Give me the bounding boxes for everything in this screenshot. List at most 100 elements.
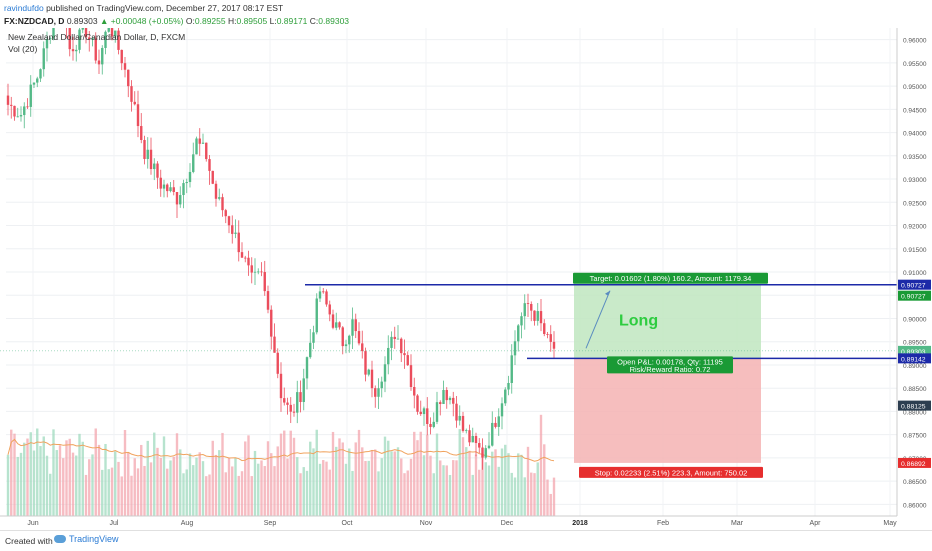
candle: [273, 323, 276, 353]
volume-bar: [188, 453, 192, 516]
candle-body: [159, 177, 162, 189]
volume-bar: [62, 458, 65, 516]
low-label: L:: [269, 16, 277, 26]
x-tick-label: Feb: [657, 520, 669, 527]
candles: [6, 28, 556, 470]
candle-body: [237, 232, 240, 253]
candle: [143, 135, 146, 165]
volume-bar: [117, 461, 120, 516]
candle-body: [530, 304, 533, 311]
volume-bar: [390, 451, 393, 516]
volume-bar: [445, 465, 448, 516]
candle-body: [221, 197, 224, 211]
candle: [396, 325, 400, 340]
volume-bar: [299, 473, 302, 516]
volume-bar: [110, 467, 114, 516]
volume-bar: [442, 465, 445, 516]
y-tick-label: 0.89000: [903, 363, 927, 370]
y-tick-label: 0.91500: [903, 247, 927, 254]
volume-bar: [302, 467, 305, 516]
candle: [338, 321, 341, 330]
candle: [88, 30, 91, 52]
candle-body: [549, 334, 552, 342]
volume-bar: [279, 433, 283, 516]
chart-header: ravindufdo published on TradingView.com,…: [0, 0, 932, 30]
volume-bar: [520, 454, 523, 516]
candle: [380, 376, 383, 398]
volume-bar: [478, 469, 481, 516]
volume-bar: [120, 476, 123, 516]
volume-bar: [88, 459, 91, 516]
candle: [357, 322, 361, 346]
candle: [140, 113, 143, 144]
candle-body: [117, 30, 120, 50]
candle-body: [507, 382, 510, 390]
volume-bar: [533, 473, 536, 516]
volume-bar: [367, 460, 370, 516]
volume-bar: [192, 465, 195, 516]
published-text: published on TradingView.com, December 2…: [46, 3, 284, 13]
volume-bar: [257, 463, 260, 516]
y-tick-label: 0.90000: [903, 316, 927, 323]
candle: [149, 137, 153, 175]
volume-bar: [549, 493, 552, 516]
candle: [452, 391, 455, 417]
position-labels: New Zealand Dollar/Canadian Dollar, D, F…: [8, 32, 768, 478]
candle: [266, 285, 270, 314]
candle-body: [458, 415, 461, 421]
candle: [468, 424, 471, 447]
volume-bar: [513, 477, 517, 516]
volume-bar: [10, 429, 13, 516]
candle: [409, 354, 413, 391]
x-axis: Jun Jul Aug Sep Oct Nov Dec 2018 Feb Mar Apr May: [0, 515, 897, 527]
candle-body: [162, 184, 166, 189]
y-tick-label: 0.94000: [903, 131, 927, 138]
candle-body: [140, 126, 143, 141]
tradingview-link[interactable]: TradingView: [54, 534, 119, 544]
y-tick-label: 0.95000: [903, 84, 927, 91]
candle: [331, 309, 335, 330]
entry-price-tag: 0.89142: [901, 356, 926, 363]
y-tick-label: 0.87500: [903, 433, 927, 440]
candle: [166, 183, 169, 198]
candle-body: [52, 28, 55, 39]
volume-bar: [130, 475, 133, 516]
high-value: 0.89505: [236, 16, 268, 26]
volume-bar: [149, 462, 153, 516]
volume-bar: [406, 470, 409, 516]
volume-bar: [36, 428, 39, 516]
last-price: 0.89303: [66, 16, 98, 26]
candle: [198, 128, 201, 156]
candle: [387, 335, 390, 375]
volume-bar: [338, 438, 341, 516]
target-price-tag2: 0.90727: [901, 294, 926, 301]
price-chart[interactable]: 0.96000 0.95500 0.95000 0.94500 0.94000 0.935…: [0, 28, 932, 530]
volume-bar: [195, 457, 198, 516]
candle: [523, 294, 526, 330]
volume-bar: [380, 458, 383, 516]
candle: [250, 257, 253, 284]
volume-bar: [58, 445, 62, 516]
author-link[interactable]: ravindufdo: [4, 3, 44, 13]
volume-bar: [289, 430, 292, 516]
candle-body: [244, 257, 247, 259]
candle-body: [364, 351, 367, 375]
close-label: C:: [309, 16, 319, 26]
volume-bar: [403, 473, 406, 516]
candle: [110, 28, 114, 41]
volume-bar: [351, 470, 354, 516]
volume-bar: [185, 469, 188, 516]
candle-body: [377, 388, 380, 397]
candle-body: [305, 357, 309, 379]
candle-body: [491, 422, 494, 446]
candle-body: [315, 298, 318, 333]
open-pl-label: Open P&L: 0.00178, Qty: 11195: [617, 357, 723, 366]
volume-bar: [16, 456, 19, 516]
candle-body: [435, 402, 439, 422]
candle-body: [286, 402, 289, 405]
volume-bar: [374, 449, 377, 516]
candle: [435, 391, 439, 425]
volume-bar: [546, 479, 549, 516]
volume-bar: [218, 450, 221, 516]
volume-bar: [39, 446, 42, 516]
